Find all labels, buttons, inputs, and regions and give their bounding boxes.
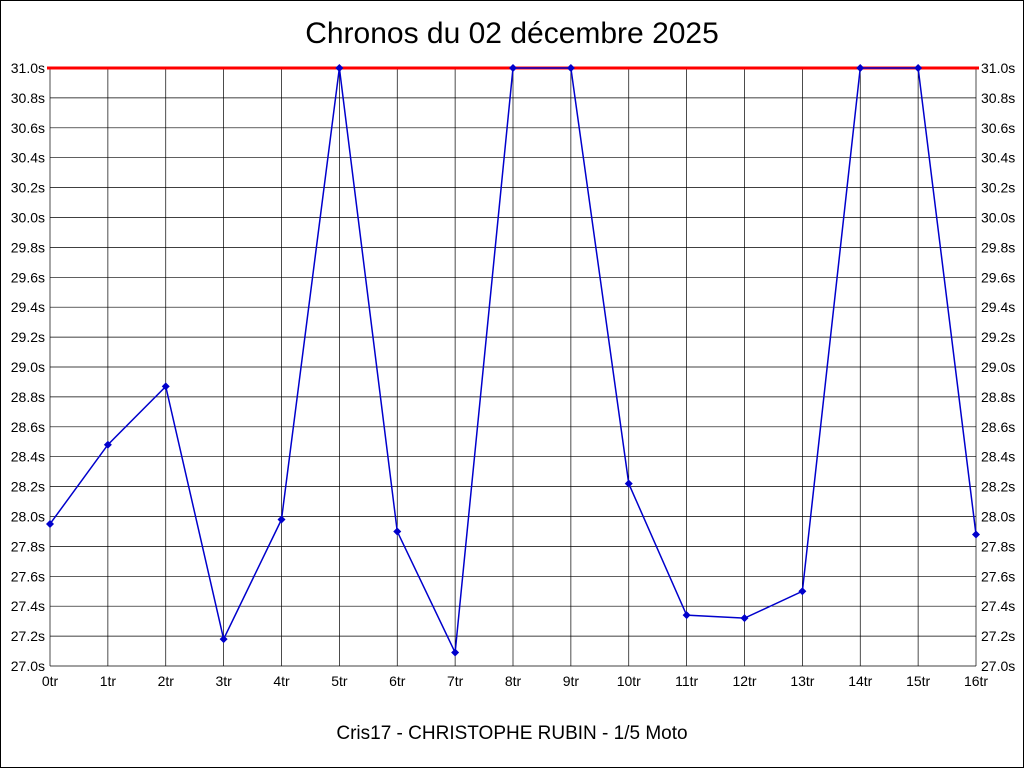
y-tick-label-left: 28.8s bbox=[11, 389, 45, 405]
y-tick-label-left: 27.4s bbox=[11, 598, 45, 614]
data-point bbox=[972, 530, 980, 539]
series-markers bbox=[46, 64, 980, 657]
y-tick-label-right: 27.8s bbox=[981, 538, 1015, 554]
y-tick-label-right: 28.8s bbox=[981, 389, 1015, 405]
y-tick-label-left: 30.2s bbox=[11, 180, 45, 196]
y-tick-label-right: 27.0s bbox=[981, 658, 1015, 674]
data-point bbox=[624, 479, 633, 488]
data-point bbox=[451, 648, 460, 657]
y-tick-label-left: 28.4s bbox=[11, 449, 45, 465]
y-tick-label-left: 30.0s bbox=[11, 210, 45, 226]
data-point bbox=[740, 614, 749, 623]
y-tick-label-right: 28.0s bbox=[981, 509, 1015, 525]
data-point bbox=[335, 64, 344, 72]
y-tick-label-left: 29.8s bbox=[11, 239, 45, 255]
y-tick-label-left: 29.6s bbox=[11, 269, 45, 285]
y-tick-label-left: 29.2s bbox=[11, 329, 45, 345]
y-tick-label-right: 30.2s bbox=[981, 180, 1015, 196]
y-tick-label-left: 29.0s bbox=[11, 359, 45, 375]
y-tick-label-right: 29.6s bbox=[981, 269, 1015, 285]
y-tick-label-right: 30.4s bbox=[981, 150, 1015, 166]
data-point bbox=[393, 527, 402, 536]
data-point bbox=[566, 64, 575, 72]
y-tick-label-left: 28.6s bbox=[11, 419, 45, 435]
y-tick-label-left: 31.0s bbox=[11, 60, 45, 76]
x-tick-label: 11tr bbox=[675, 673, 698, 689]
x-tick-label: 14tr bbox=[848, 673, 872, 689]
y-tick-label-right: 27.6s bbox=[981, 568, 1015, 584]
x-tick-label: 10tr bbox=[617, 673, 641, 689]
y-tick-label-left: 27.8s bbox=[11, 538, 45, 554]
y-tick-label-right: 30.6s bbox=[981, 120, 1015, 136]
grid bbox=[49, 67, 977, 667]
y-tick-label-left: 30.4s bbox=[11, 150, 45, 166]
data-point bbox=[219, 635, 228, 644]
y-tick-label-right: 28.2s bbox=[981, 479, 1015, 495]
data-point bbox=[682, 611, 691, 620]
x-tick-label: 4tr bbox=[273, 673, 290, 689]
y-tick-label-left: 27.2s bbox=[11, 628, 45, 644]
data-point bbox=[46, 519, 54, 528]
y-tick-label-right: 31.0s bbox=[981, 60, 1015, 76]
x-tick-label: 12tr bbox=[732, 673, 756, 689]
y-tick-label-right: 29.0s bbox=[981, 359, 1015, 375]
y-tick-label-right: 29.8s bbox=[981, 239, 1015, 255]
x-tick-label: 6tr bbox=[389, 673, 406, 689]
y-tick-label-left: 27.6s bbox=[11, 568, 45, 584]
x-axis-labels: 0tr 1tr 2tr 3tr 4tr 5tr 6tr 7tr 8tr 9tr 10tr 11tr 12… bbox=[42, 673, 989, 689]
y-tick-label-right: 28.4s bbox=[981, 449, 1015, 465]
y-tick-label-right: 30.8s bbox=[981, 90, 1015, 106]
x-tick-label: 16tr bbox=[964, 673, 988, 689]
x-tick-label: 0tr bbox=[42, 673, 59, 689]
y-tick-label-left: 29.4s bbox=[11, 299, 45, 315]
x-tick-label: 2tr bbox=[158, 673, 175, 689]
x-tick-label: 15tr bbox=[906, 673, 930, 689]
data-point bbox=[161, 382, 170, 391]
data-point bbox=[798, 587, 807, 596]
x-tick-label: 7tr bbox=[447, 673, 464, 689]
data-point bbox=[914, 64, 923, 72]
data-point bbox=[856, 64, 865, 72]
data-point bbox=[509, 64, 517, 72]
x-tick-label: 13tr bbox=[790, 673, 814, 689]
y-tick-label-right: 27.4s bbox=[981, 598, 1015, 614]
data-point bbox=[103, 440, 112, 449]
y-tick-label-left: 28.2s bbox=[11, 479, 45, 495]
y-tick-label-left: 28.0s bbox=[11, 509, 45, 525]
x-tick-label: 1tr bbox=[100, 673, 117, 689]
y-tick-label-right: 29.2s bbox=[981, 329, 1015, 345]
x-tick-label: 3tr bbox=[215, 673, 232, 689]
x-tick-label: 5tr bbox=[331, 673, 348, 689]
x-tick-label: 9tr bbox=[563, 673, 580, 689]
x-tick-label: 8tr bbox=[505, 673, 522, 689]
y-axis-labels: 27.0s 27.0s 27.2s 27.2s 27.4s 27.4s 27.6s 27.6s… bbox=[11, 60, 1016, 674]
y-tick-label-right: 27.2s bbox=[981, 628, 1015, 644]
data-point bbox=[277, 515, 286, 524]
y-tick-label-right: 29.4s bbox=[981, 299, 1015, 315]
y-tick-label-left: 30.6s bbox=[11, 120, 45, 136]
chart-title: Chronos du 02 décembre 2025 bbox=[305, 17, 719, 50]
y-tick-label-right: 30.0s bbox=[981, 210, 1015, 226]
chart-footer: Cris17 - CHRISTOPHE RUBIN - 1/5 Moto bbox=[336, 723, 688, 744]
y-tick-label-right: 28.6s bbox=[981, 419, 1015, 435]
y-tick-label-left: 27.0s bbox=[11, 658, 45, 674]
y-tick-label-left: 30.8s bbox=[11, 90, 45, 106]
